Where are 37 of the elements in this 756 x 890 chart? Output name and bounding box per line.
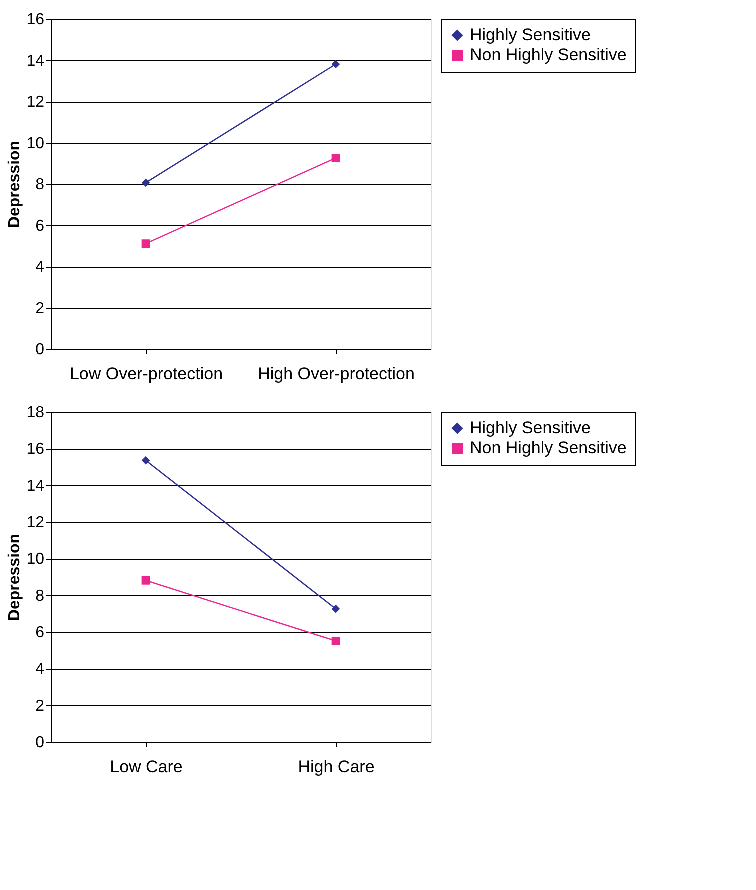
- y-tick-label: 10: [26, 135, 45, 152]
- y-tick-label: 2: [36, 698, 45, 715]
- y-axis-title: Depression: [6, 140, 24, 228]
- y-tick-label: 14: [26, 478, 45, 495]
- y-tick-label: 12: [26, 94, 45, 111]
- y-tick-label: 18: [26, 404, 45, 422]
- legend-label: Highly Sensitive: [470, 26, 591, 44]
- point: [142, 240, 150, 248]
- point: [142, 178, 150, 188]
- x-tick-label: Low Over-protection: [70, 364, 224, 384]
- legend-label: Highly Sensitive: [470, 418, 591, 438]
- x-tick-label: High Over-protection: [258, 364, 415, 384]
- x-tick-label: High Care: [298, 758, 375, 776]
- point: [332, 636, 340, 646]
- y-tick-label: 16: [26, 12, 45, 28]
- point: [332, 604, 340, 614]
- legend-label: Non Highly Sensitive: [470, 46, 627, 64]
- y-tick-label: 8: [36, 588, 45, 605]
- legend-label: Non Highly Sensitive: [470, 438, 627, 458]
- y-tick-label: 0: [36, 734, 45, 752]
- point: [142, 456, 150, 465]
- y-tick-label: 6: [36, 218, 45, 235]
- y-tick-label: 8: [36, 176, 45, 194]
- y-tick-label: 16: [26, 441, 45, 458]
- x-tick-label: Low Care: [110, 758, 183, 776]
- y-tick-label: 14: [26, 52, 45, 70]
- y-tick-label: 4: [36, 259, 45, 276]
- point: [332, 154, 340, 162]
- y-tick-label: 10: [26, 551, 45, 568]
- y-tick-label: 12: [26, 514, 45, 532]
- y-tick-label: 4: [36, 661, 45, 678]
- y-tick-label: 2: [36, 300, 45, 318]
- point: [142, 576, 150, 585]
- y-axis-title: Depression: [6, 534, 24, 622]
- point: [332, 60, 340, 69]
- y-tick-label: 0: [36, 342, 45, 358]
- y-tick-label: 6: [36, 624, 45, 642]
